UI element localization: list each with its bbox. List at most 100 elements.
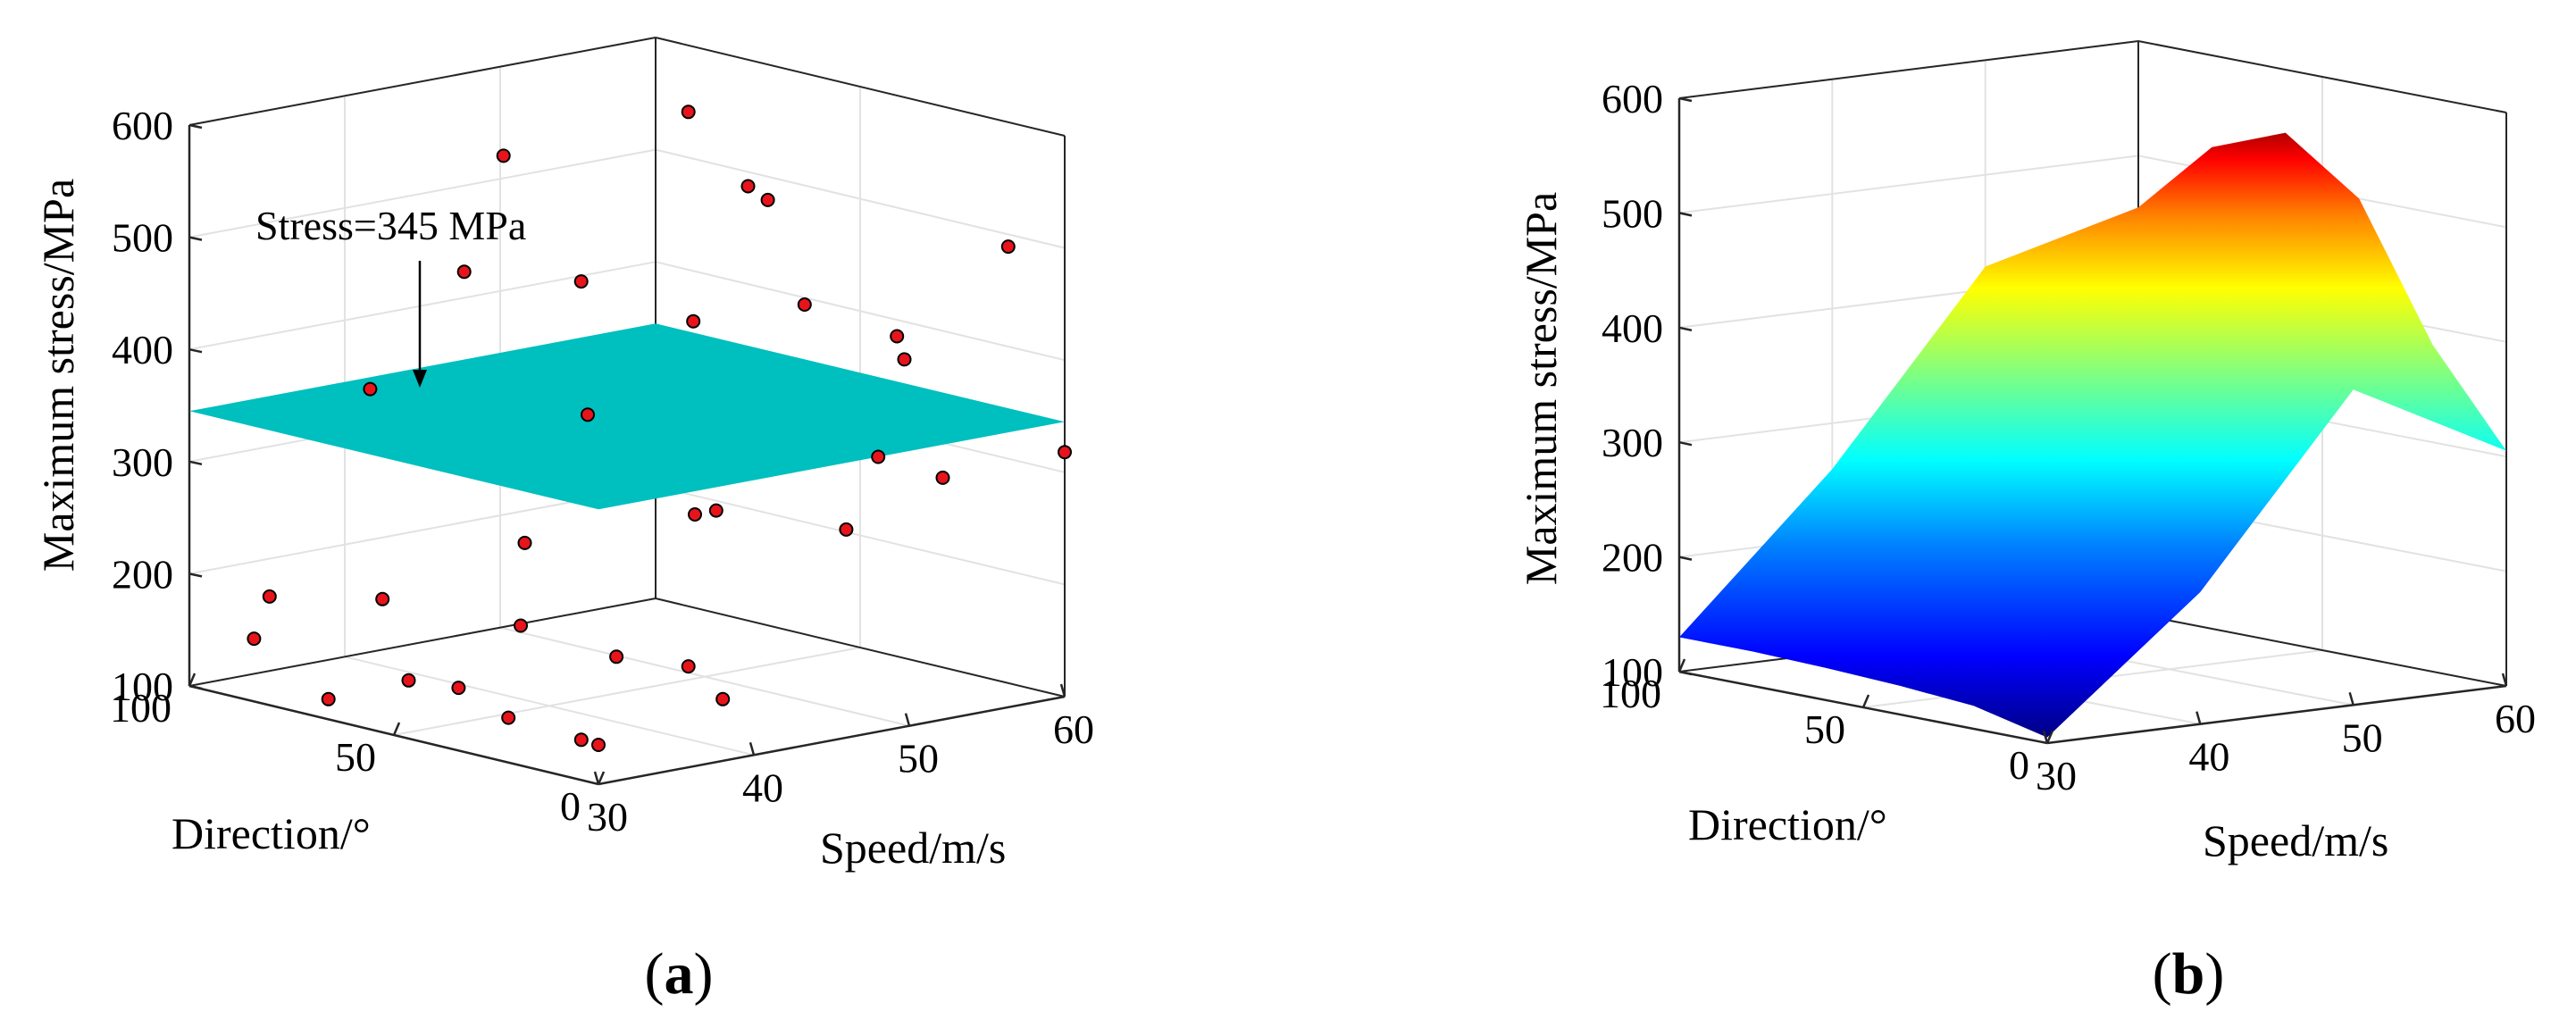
- z-tick-label: 600: [112, 103, 173, 148]
- data-point: [501, 710, 516, 725]
- z-tick-label: 200: [112, 551, 173, 597]
- z-tick-label: 100: [1602, 649, 1663, 695]
- data-point: [797, 297, 812, 312]
- data-point: [708, 503, 723, 518]
- stress-threshold-plane: [189, 323, 1065, 510]
- x-tick-label: 50: [2342, 715, 2383, 760]
- gridline: [188, 261, 657, 351]
- data-point: [401, 673, 416, 688]
- z-tick-mark: [1678, 96, 1693, 103]
- x-tick-label: 30: [2036, 753, 2077, 798]
- y-tick-label: 50: [335, 734, 376, 780]
- panel-a-z-axis-label: Maximum stress/MPa: [33, 179, 83, 572]
- panel-a-x-ticks: 30 40 50 60: [587, 683, 1094, 840]
- z-tick-label: 600: [1602, 76, 1663, 121]
- data-point: [451, 681, 466, 696]
- data-point: [688, 507, 702, 522]
- box-edge: [655, 37, 1066, 137]
- gridline: [393, 647, 861, 736]
- x-tick-label: 40: [2188, 734, 2229, 780]
- panel-a-y-axis-label: Direction/°: [171, 808, 371, 858]
- data-point: [456, 264, 472, 280]
- data-point: [375, 591, 390, 606]
- z-tick-mark: [188, 684, 203, 690]
- stress-surface: [1679, 132, 2506, 738]
- data-point: [681, 659, 696, 674]
- data-point: [1000, 239, 1016, 255]
- annotation-arrowhead: [413, 370, 427, 388]
- panel-a-chart: 100 200 300 400 500 600 30 40 50 60 0 50 100 Maxim…: [33, 37, 1094, 1007]
- box-edge: [655, 598, 1066, 698]
- z-tick-mark: [188, 347, 203, 354]
- plane-annotation: Stress=345 MPa: [255, 203, 526, 248]
- x-tick-label: 60: [1053, 706, 1094, 752]
- box-edge: [1678, 40, 2139, 99]
- panel-a-axes-box: [188, 37, 1066, 786]
- y-tick-mark: [392, 722, 401, 736]
- x-tick-mark: [1059, 683, 1066, 698]
- panel-b-z-ticks: 100 200 300 400 500 600: [1602, 76, 1693, 695]
- panel-b-x-axis-label: Speed/m/s: [2203, 815, 2388, 865]
- gridline: [188, 148, 657, 238]
- panel-b-chart: 100 200 300 400 500 600 30 40 50 60 0 50 100 Maxim…: [1516, 40, 2536, 1007]
- data-point: [1058, 445, 1072, 460]
- data-point: [897, 352, 912, 367]
- data-point: [573, 732, 589, 748]
- x-tick-mark: [2042, 730, 2049, 744]
- z-tick-label: 400: [1602, 305, 1663, 351]
- box-edge: [2137, 40, 2507, 113]
- panel-b-x-ticks: 30 40 50 60: [2036, 673, 2536, 798]
- x-tick-mark: [2195, 711, 2202, 725]
- data-point: [715, 691, 731, 706]
- box-edge: [188, 37, 657, 126]
- z-tick-mark: [1678, 556, 1693, 561]
- data-point: [871, 449, 886, 464]
- x-tick-mark: [2348, 691, 2354, 706]
- z-tick-label: 200: [1602, 535, 1663, 581]
- x-tick-label: 60: [2495, 696, 2536, 741]
- x-tick-mark: [593, 771, 600, 785]
- data-point: [591, 738, 606, 752]
- z-tick-label: 400: [112, 327, 173, 372]
- z-tick-mark: [188, 236, 203, 241]
- z-tick-mark: [188, 460, 203, 466]
- box-edge: [188, 598, 657, 687]
- z-tick-label: 300: [1602, 420, 1663, 465]
- speed-axis-line: [2046, 684, 2507, 745]
- z-tick-mark: [188, 573, 203, 578]
- data-point: [609, 649, 624, 664]
- x-tick-mark: [2501, 673, 2508, 687]
- x-tick-mark: [749, 741, 756, 756]
- y-tick-label: 0: [560, 783, 581, 829]
- data-point: [321, 691, 336, 706]
- z-tick-mark: [1678, 670, 1693, 676]
- y-tick-label: 100: [110, 685, 171, 731]
- data-point: [581, 407, 595, 422]
- data-point: [247, 631, 262, 647]
- data-point: [517, 535, 532, 550]
- z-tick-mark: [1678, 440, 1693, 447]
- panel-a-z-ticks: 100 200 300 400 500 600: [112, 103, 203, 709]
- panel-b-y-ticks: 0 50 100: [1600, 658, 2054, 788]
- data-point: [740, 179, 756, 194]
- panel-b-y-axis-label: Direction/°: [1688, 799, 1887, 849]
- panel-b-z-axis-label: Maximum stress/MPa: [1516, 192, 1566, 585]
- panel-a-y-ticks: 0 50 100: [110, 673, 606, 829]
- panel-a-caption: (a): [645, 941, 714, 1007]
- speed-axis-line: [598, 695, 1066, 786]
- z-tick-mark: [1678, 326, 1693, 332]
- data-point: [262, 589, 277, 604]
- data-point: [363, 381, 378, 397]
- data-point: [760, 192, 775, 207]
- y-tick-label: 100: [1600, 671, 1661, 716]
- data-point: [686, 313, 701, 329]
- y-tick-mark: [1677, 658, 1686, 673]
- data-point: [496, 148, 511, 163]
- gridline: [1678, 155, 2139, 214]
- x-tick-label: 40: [742, 765, 783, 810]
- y-tick-label: 0: [2009, 742, 2029, 788]
- y-tick-mark: [1861, 694, 1870, 708]
- data-point: [890, 329, 905, 344]
- panel-b-caption: (b): [2153, 941, 2225, 1007]
